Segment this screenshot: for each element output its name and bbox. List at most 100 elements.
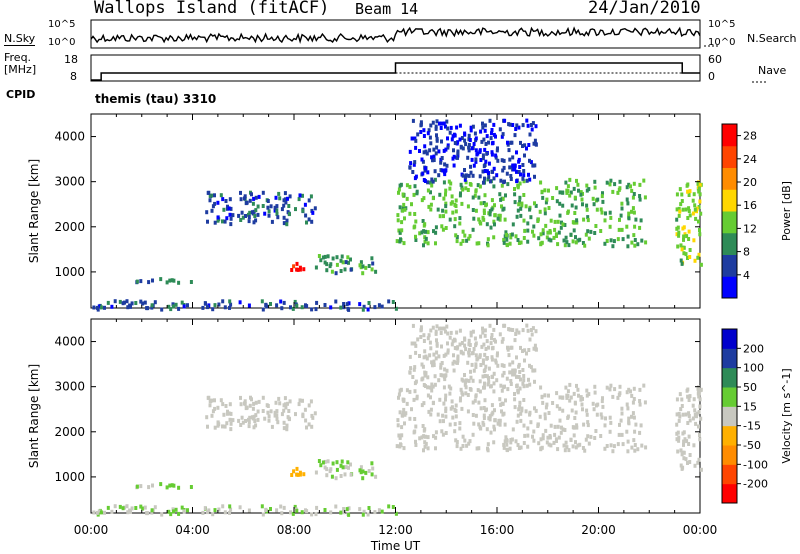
echo-cell <box>442 148 446 153</box>
echo-cell <box>442 121 446 126</box>
site-title: Wallops Island (fitACF) <box>94 0 330 18</box>
echo-cell <box>683 437 687 442</box>
echo-cell <box>228 417 232 422</box>
echo-cell <box>434 430 438 435</box>
echo-cell <box>424 229 427 234</box>
echo-cell <box>688 460 692 464</box>
echo-cell <box>397 187 401 192</box>
echo-cell <box>582 217 586 222</box>
echo-cell <box>456 358 460 363</box>
echo-cell <box>430 183 434 188</box>
echo-cell <box>461 392 465 397</box>
panel-frame <box>90 318 701 514</box>
echo-cell <box>461 444 465 448</box>
echo-cell <box>540 445 544 450</box>
echo-cell <box>223 305 227 310</box>
echo-cell <box>493 418 497 423</box>
echo-cell <box>295 267 299 272</box>
echo-cell <box>216 215 220 220</box>
echo-cell <box>261 307 265 312</box>
echo-cell <box>472 163 476 168</box>
echo-cell <box>339 463 343 468</box>
echo-cell <box>604 211 607 216</box>
echo-cell <box>521 349 524 353</box>
echo-cell <box>347 512 351 517</box>
echo-cell <box>421 219 425 223</box>
echo-cell <box>529 160 533 165</box>
echo-cell <box>620 206 624 211</box>
echo-cell <box>373 305 377 310</box>
echo-cell <box>528 363 531 368</box>
echo-cell <box>475 241 479 246</box>
colorbar-band <box>722 254 737 277</box>
echo-cell <box>528 177 532 182</box>
echo-cell <box>586 420 590 425</box>
noise-right-tick-top: 10^5 <box>708 19 736 30</box>
echo-cell <box>414 174 418 179</box>
echo-cell <box>639 423 643 428</box>
echo-cell <box>414 424 418 429</box>
echo-cell <box>444 329 447 334</box>
echo-cell <box>448 335 452 340</box>
echo-cell <box>221 424 224 429</box>
echo-cell <box>576 238 580 243</box>
echo-cell <box>526 228 530 233</box>
echo-cell <box>476 388 480 393</box>
echo-cell <box>177 511 181 516</box>
echo-cell <box>477 195 481 200</box>
echo-cell <box>469 375 473 380</box>
echo-cell <box>467 353 471 358</box>
echo-cell <box>237 418 241 423</box>
echo-cell <box>433 382 437 387</box>
echo-cell <box>490 374 494 379</box>
echo-cell <box>293 504 297 509</box>
echo-cell <box>396 423 400 428</box>
echo-cell <box>591 196 595 201</box>
echo-cell <box>612 444 616 449</box>
echo-cell <box>691 198 695 203</box>
echo-cell <box>544 200 548 205</box>
echo-cell <box>492 166 496 171</box>
echo-cell <box>540 394 544 399</box>
echo-cell <box>434 126 438 131</box>
echo-cell <box>521 163 525 167</box>
echo-cell <box>505 442 509 447</box>
echo-cell <box>477 422 481 427</box>
echo-cell <box>569 395 573 400</box>
echo-cell <box>534 142 538 147</box>
echo-cell <box>247 303 251 308</box>
echo-cell <box>283 191 287 196</box>
echo-cell <box>617 432 621 437</box>
echo-cell <box>446 331 450 336</box>
echo-cell <box>270 424 274 429</box>
echo-cell <box>521 328 525 333</box>
echo-cell <box>329 510 333 515</box>
echo-cell <box>429 141 433 146</box>
echo-cell <box>485 222 489 227</box>
echo-cell <box>608 429 612 434</box>
echo-cell <box>524 204 528 209</box>
echo-cell <box>492 184 496 189</box>
echo-cell <box>493 203 496 208</box>
echo-cell <box>103 510 106 515</box>
freq-right-tick-top: 60 <box>708 53 722 66</box>
echo-cell <box>226 204 229 209</box>
echo-cell <box>675 437 679 442</box>
echo-cell <box>490 169 494 174</box>
echo-cell <box>446 126 450 131</box>
echo-cell <box>452 337 456 342</box>
echo-cell <box>529 420 533 425</box>
echo-cell <box>435 324 439 329</box>
echo-cell <box>593 390 597 395</box>
echo-cell <box>488 323 492 328</box>
echo-cell <box>273 208 277 213</box>
echo-cell <box>627 387 631 392</box>
echo-cell <box>528 337 532 342</box>
echo-cell <box>213 193 216 198</box>
echo-cell <box>474 159 478 164</box>
echo-cell <box>334 271 338 276</box>
echo-cell <box>165 485 169 490</box>
echo-cell <box>526 433 530 438</box>
echo-cell <box>541 400 545 405</box>
